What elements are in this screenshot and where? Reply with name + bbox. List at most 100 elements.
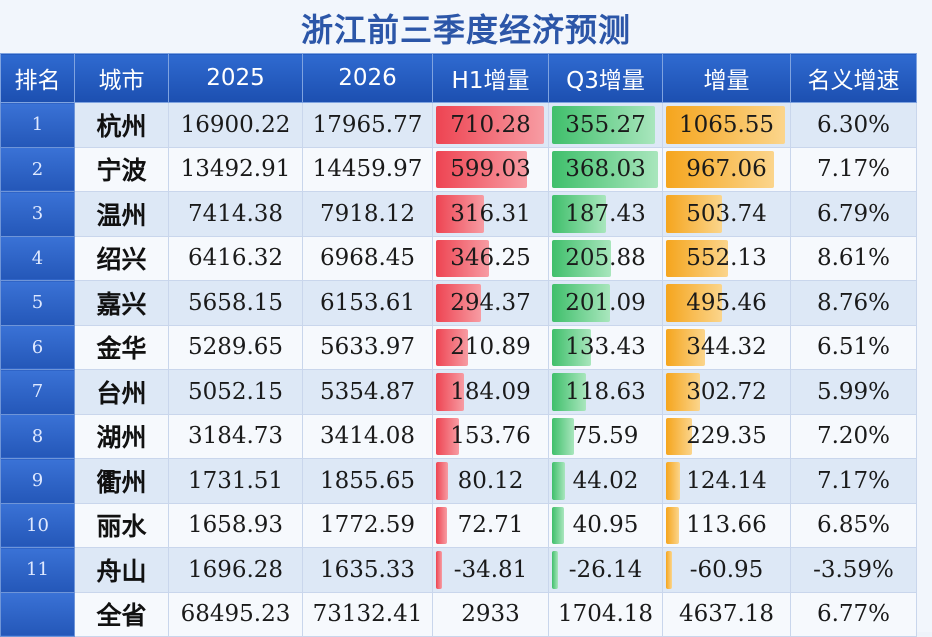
increase-cell: 967.06 [662,146,791,192]
increase-cell-bar [666,373,700,411]
q3-increase-cell: 355.27 [548,102,663,148]
increase-cell-value: -60.95 [689,556,764,583]
value-2025-cell: 16900.22 [168,102,303,148]
q3-increase-cell-bar [552,373,587,411]
h1-increase-cell-value: -34.81 [453,556,528,583]
increase-cell: 113.66 [662,502,791,548]
header-h1-increase: H1增量 [432,53,549,103]
table-row: 4 绍兴 6416.32 6968.45 346.25 205.88 552.13 8.61% [0,235,917,281]
h1-increase-cell: 184.09 [432,369,549,415]
value-2025-cell-value: 1731.51 [187,467,284,494]
increase-cell: 1065.55 [662,102,791,148]
rank-cell: 3 [0,191,75,237]
h1-increase-cell-value: 184.09 [450,378,531,405]
h1-increase-cell-value: 294.37 [450,289,531,316]
q3-increase-cell: 205.88 [548,235,663,281]
increase-cell: 124.14 [662,458,791,504]
increase-cell-value: 344.32 [686,334,767,361]
value-2025-cell: 13492.91 [168,146,303,192]
growth-cell-value: 7.17% [816,156,891,183]
value-2026-cell-value: 7918.12 [319,200,416,227]
q3-increase-cell-value: -26.14 [568,556,643,583]
value-2025-cell: 6416.32 [168,235,303,281]
value-2025-cell-value: 16900.22 [180,111,291,138]
h1-increase-cell-value: 599.03 [450,156,531,183]
h1-increase-cell-value: 346.25 [450,245,531,272]
value-2025-cell: 5052.15 [168,369,303,415]
city-cell-value: 宁波 [96,156,147,186]
city-cell-value: 湖州 [96,423,147,453]
increase-cell-bar [666,417,692,455]
q3-increase-cell-bar [552,462,565,500]
increase-cell: 302.72 [662,369,791,415]
increase-cell-bar [666,551,672,589]
header-q3-increase: Q3增量 [548,53,663,103]
value-2025-cell: 1731.51 [168,458,303,504]
q3-increase-cell-value: 118.63 [565,378,646,405]
city-cell: 丽水 [74,502,169,548]
h1-increase-cell-bar [436,284,481,322]
city-cell: 湖州 [74,413,169,459]
value-2025-cell-value: 13492.91 [180,156,291,183]
q3-increase-cell-value: 355.27 [565,111,646,138]
value-2025-cell-value: 3184.73 [187,423,284,450]
h1-increase-cell-value: 153.76 [450,423,531,450]
h1-increase-cell-value: 80.12 [457,467,524,494]
value-2025-cell-value: 7414.38 [187,200,284,227]
growth-cell-value: 6.79% [816,200,891,227]
increase-cell-bar [666,106,786,144]
q3-increase-cell-bar [552,328,591,366]
value-2025-cell-value: 68495.23 [180,601,291,628]
h1-increase-cell: 316.31 [432,191,549,237]
value-2026-cell: 1855.65 [302,458,433,504]
city-cell-value: 衢州 [96,467,147,497]
rank-cell-value: 3 [31,203,44,225]
header-nominal-growth: 名义增速 [790,53,917,103]
city-cell-value: 嘉兴 [96,289,147,319]
growth-cell: 8.61% [790,235,917,281]
q3-increase-cell-value: 201.09 [565,289,646,316]
h1-increase-cell: 346.25 [432,235,549,281]
value-2025-cell: 1658.93 [168,502,303,548]
h1-increase-cell-value: 316.31 [450,200,531,227]
increase-cell-value: 4637.18 [678,601,775,628]
growth-cell: 6.79% [790,191,917,237]
q3-increase-cell-bar [552,417,574,455]
header-increase: 增量 [662,53,791,103]
increase-cell: 503.74 [662,191,791,237]
increase-cell: 229.35 [662,413,791,459]
q3-increase-cell-bar [552,284,611,322]
increase-cell-value: 1065.55 [678,111,775,138]
rank-cell-value: 10 [26,514,49,536]
value-2026-cell-value: 6968.45 [319,245,416,272]
growth-cell-value: 5.99% [816,378,891,405]
value-2025-cell-value: 5052.15 [187,378,284,405]
city-cell: 绍兴 [74,235,169,281]
q3-increase-cell-value: 133.43 [565,334,646,361]
table-row: 3 温州 7414.38 7918.12 316.31 187.43 503.74 6.79% [0,191,917,237]
growth-cell: 6.51% [790,324,917,370]
value-2026-cell: 6153.61 [302,280,433,326]
h1-increase-cell: 80.12 [432,458,549,504]
value-2026-cell: 14459.97 [302,146,433,192]
value-2026-cell-value: 5633.97 [319,334,416,361]
increase-cell-value: 552.13 [686,245,767,272]
city-cell-value: 杭州 [96,111,147,141]
table-row: 6 金华 5289.65 5633.97 210.89 133.43 344.32 6.51% [0,324,917,370]
growth-cell: 8.76% [790,280,917,326]
q3-increase-cell: 40.95 [548,502,663,548]
header-city: 城市 [74,53,169,103]
q3-increase-cell: 187.43 [548,191,663,237]
increase-cell-bar [666,328,705,366]
value-2025-cell: 3184.73 [168,413,303,459]
value-2026-cell-value: 5354.87 [319,378,416,405]
increase-cell-bar [666,150,775,188]
growth-cell: 5.99% [790,369,917,415]
q3-increase-cell-value: 44.02 [572,467,639,494]
value-2026-cell: 3414.08 [302,413,433,459]
rank-cell-value: 9 [31,470,44,492]
value-2026-cell: 6968.45 [302,235,433,281]
increase-cell: 344.32 [662,324,791,370]
q3-increase-cell: 75.59 [548,413,663,459]
rank-cell [0,591,75,637]
